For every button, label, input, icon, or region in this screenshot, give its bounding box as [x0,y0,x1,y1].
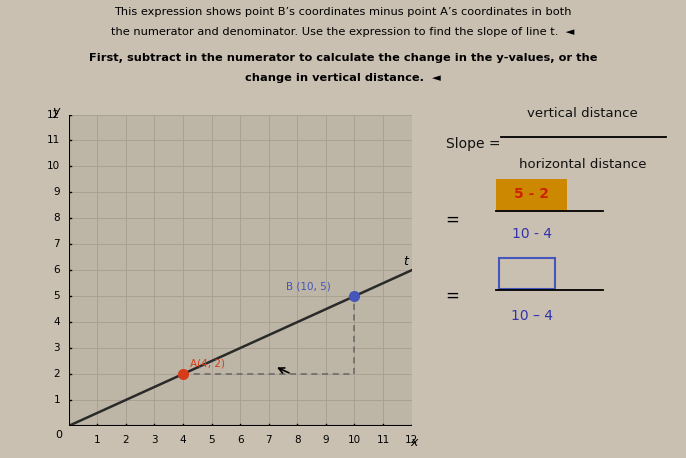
Text: 12: 12 [405,435,418,445]
FancyBboxPatch shape [497,179,567,210]
Text: 3: 3 [151,435,158,445]
Text: 9: 9 [54,187,60,197]
Text: 8: 8 [294,435,300,445]
FancyBboxPatch shape [499,257,555,289]
Text: t: t [403,255,408,268]
Text: 6: 6 [237,435,244,445]
Text: 8: 8 [54,213,60,224]
Text: 10: 10 [47,161,60,171]
Text: y: y [53,105,60,119]
Text: 12: 12 [47,109,60,120]
Text: 10 – 4: 10 – 4 [511,309,553,323]
Text: 2: 2 [123,435,129,445]
Text: This expression shows point B’s coordinates minus point A’s coordinates in both: This expression shows point B’s coordina… [115,7,571,17]
Text: horizontal distance: horizontal distance [519,158,646,171]
Text: 5 - 2: 5 - 2 [514,187,549,201]
Text: 0: 0 [55,430,62,440]
Text: 7: 7 [265,435,272,445]
Text: the numerator and denominator. Use the expression to find the slope of line t.  : the numerator and denominator. Use the e… [111,27,575,38]
Text: 2: 2 [54,369,60,379]
Text: =: = [446,286,460,305]
Text: 4: 4 [54,317,60,327]
Text: Slope =: Slope = [446,137,500,151]
Text: change in vertical distance.  ◄︎: change in vertical distance. ◄︎ [245,73,441,83]
Text: 1: 1 [54,395,60,405]
Text: 3: 3 [54,343,60,353]
Text: 11: 11 [47,136,60,146]
Text: 5: 5 [54,291,60,301]
Text: vertical distance: vertical distance [528,107,638,120]
Text: 5: 5 [209,435,215,445]
Text: 6: 6 [54,265,60,275]
Text: 1: 1 [94,435,100,445]
Text: A(4, 2): A(4, 2) [190,358,225,368]
Text: x: x [411,436,418,449]
Text: First, subtract in the numerator to calculate the change in the y-values, or the: First, subtract in the numerator to calc… [88,53,598,63]
Text: 7: 7 [54,239,60,249]
Text: 9: 9 [322,435,329,445]
Text: 10: 10 [348,435,361,445]
Text: 11: 11 [377,435,390,445]
Text: =: = [446,211,460,229]
Text: 4: 4 [180,435,186,445]
Text: 10 - 4: 10 - 4 [512,227,552,240]
Text: B (10, 5): B (10, 5) [286,282,331,292]
